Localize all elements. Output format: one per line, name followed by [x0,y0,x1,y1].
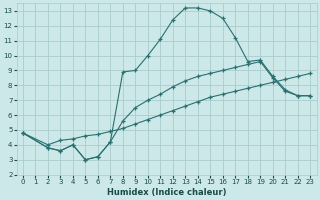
X-axis label: Humidex (Indice chaleur): Humidex (Indice chaleur) [107,188,226,197]
